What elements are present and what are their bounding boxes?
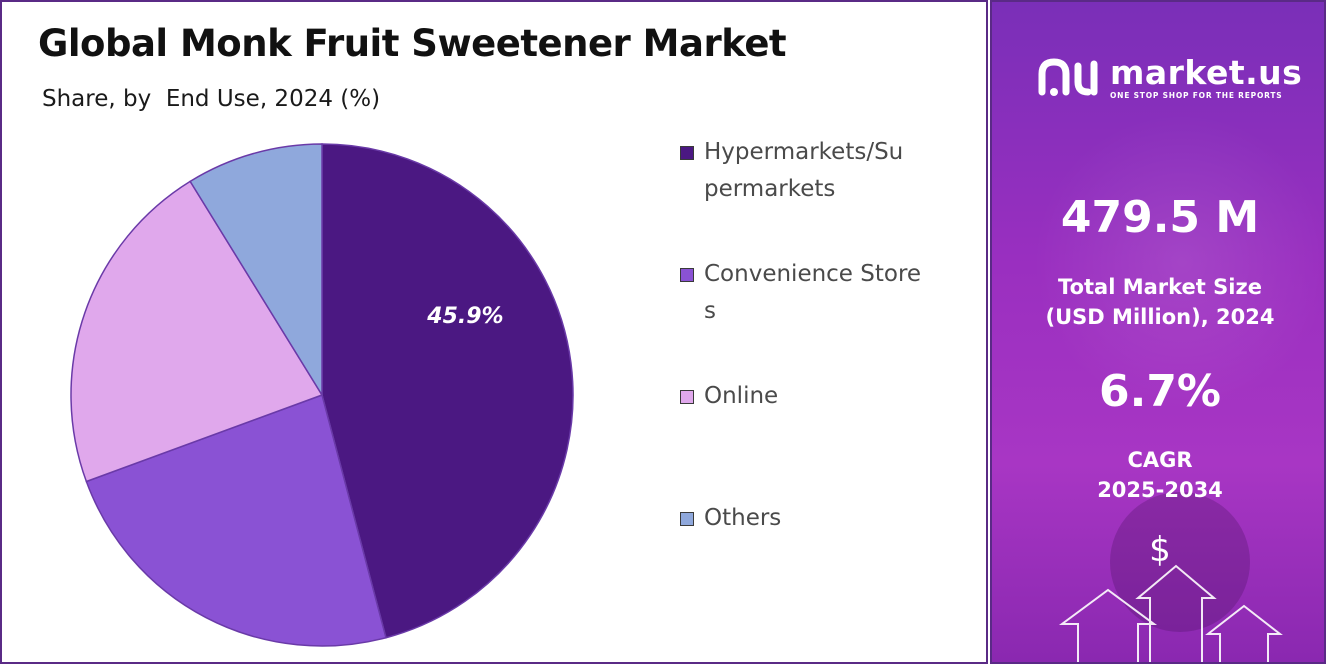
summary-panel: $ market.us ONE STOP SHOP FOR THE REPORT… bbox=[990, 0, 1326, 664]
legend-label: Others bbox=[704, 505, 782, 531]
legend-label: Convenience Stores bbox=[704, 261, 922, 324]
pie-slice-others bbox=[189, 143, 323, 398]
pie-slice-hypermarkets-supermarkets bbox=[321, 143, 574, 639]
legend-item: Online bbox=[680, 378, 922, 415]
legend-item: Hypermarkets/Su permarkets bbox=[680, 134, 922, 208]
pie-slice-convenience-stores bbox=[85, 394, 387, 647]
logo-tagline: ONE STOP SHOP FOR THE REPORTS bbox=[1110, 90, 1283, 100]
legend-swatch bbox=[680, 390, 694, 404]
dollar-icon: $ bbox=[1149, 530, 1171, 570]
market-size-label-line2: (USD Million), 2024 bbox=[1045, 305, 1275, 329]
pie-slice-online bbox=[70, 180, 324, 483]
legend-swatch bbox=[680, 512, 694, 526]
cagr-label: CAGR bbox=[1127, 448, 1193, 472]
logo-name: market.us bbox=[1110, 52, 1303, 92]
cagr-period: 2025-2034 bbox=[1097, 478, 1223, 502]
market-size-value: 479.5 M bbox=[1060, 192, 1260, 243]
legend-item: Convenience Stores bbox=[680, 256, 922, 330]
legend-swatch bbox=[680, 268, 694, 282]
chart-subtitle: Share, by End Use, 2024 (%) bbox=[42, 86, 381, 112]
legend-label: Hypermarkets/Su permarkets bbox=[704, 139, 904, 202]
cagr-value: 6.7% bbox=[1098, 366, 1222, 417]
legend-label: Online bbox=[704, 383, 779, 409]
chart-title: Global Monk Fruit Sweetener Market bbox=[38, 22, 787, 65]
market-size-label-line1: Total Market Size bbox=[1058, 275, 1262, 299]
pie-chart: 45.9% bbox=[70, 143, 574, 647]
market-us-logo-icon bbox=[1038, 58, 1098, 96]
legend-swatch bbox=[680, 146, 694, 160]
slice-data-label: 45.9% bbox=[426, 304, 503, 329]
chart-panel: Global Monk Fruit Sweetener Market Share… bbox=[0, 0, 988, 664]
legend-item: Others bbox=[680, 500, 922, 537]
growth-arrows-illustration bbox=[1058, 492, 1283, 662]
market-us-logo: market.us ONE STOP SHOP FOR THE REPORTS bbox=[1036, 52, 1302, 102]
